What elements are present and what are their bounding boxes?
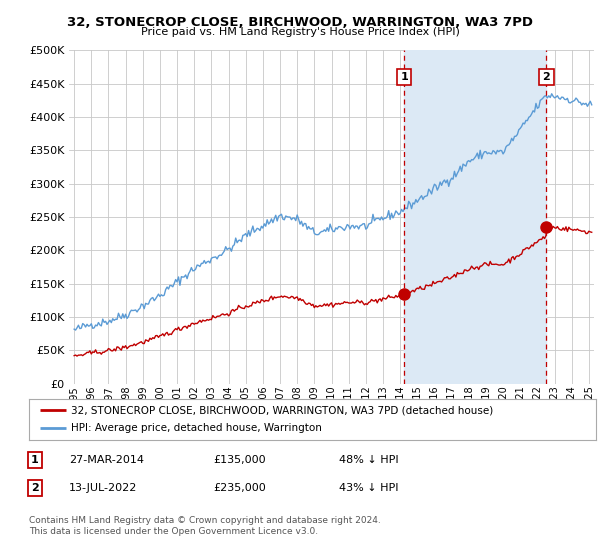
Text: 43% ↓ HPI: 43% ↓ HPI bbox=[339, 483, 398, 493]
Text: 2: 2 bbox=[542, 72, 550, 82]
Text: £135,000: £135,000 bbox=[213, 455, 266, 465]
Text: 13-JUL-2022: 13-JUL-2022 bbox=[69, 483, 137, 493]
Text: 27-MAR-2014: 27-MAR-2014 bbox=[69, 455, 144, 465]
Text: 1: 1 bbox=[31, 455, 38, 465]
Text: £235,000: £235,000 bbox=[213, 483, 266, 493]
Text: Contains HM Land Registry data © Crown copyright and database right 2024.
This d: Contains HM Land Registry data © Crown c… bbox=[29, 516, 380, 536]
Text: 2: 2 bbox=[31, 483, 38, 493]
Text: HPI: Average price, detached house, Warrington: HPI: Average price, detached house, Warr… bbox=[71, 423, 322, 433]
Text: Price paid vs. HM Land Registry's House Price Index (HPI): Price paid vs. HM Land Registry's House … bbox=[140, 27, 460, 37]
Text: 1: 1 bbox=[400, 72, 408, 82]
Text: 32, STONECROP CLOSE, BIRCHWOOD, WARRINGTON, WA3 7PD (detached house): 32, STONECROP CLOSE, BIRCHWOOD, WARRINGT… bbox=[71, 405, 494, 415]
Bar bbox=[404, 50, 547, 384]
Text: 48% ↓ HPI: 48% ↓ HPI bbox=[339, 455, 398, 465]
Text: 32, STONECROP CLOSE, BIRCHWOOD, WARRINGTON, WA3 7PD: 32, STONECROP CLOSE, BIRCHWOOD, WARRINGT… bbox=[67, 16, 533, 29]
